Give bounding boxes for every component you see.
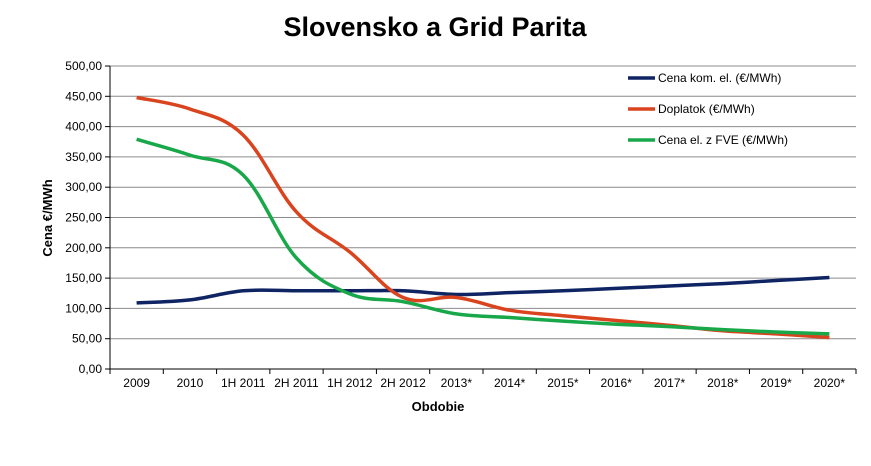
legend: Cena kom. el. (€/MWh) Doplatok (€/MWh) Cen…: [628, 71, 788, 147]
legend-label: Cena kom. el. (€/MWh): [658, 71, 781, 85]
x-tick-label: 2019*: [760, 376, 792, 390]
y-tick-label: 100,00: [65, 301, 102, 315]
series-line-1: [136, 275, 830, 305]
x-tick-label: 2017*: [654, 376, 686, 390]
x-tick-label: 2016*: [601, 376, 633, 390]
grid-lines: [110, 65, 856, 340]
x-tick-label: 1H 2011: [221, 376, 266, 390]
y-tick-label: 500,00: [65, 59, 102, 73]
series-lines: [136, 95, 830, 340]
x-axis-title: Obdobie: [412, 399, 465, 414]
x-tick-label: 1H 2012: [327, 376, 373, 390]
x-tick-label: 2H 2011: [274, 376, 319, 390]
legend-label: Cena el. z FVE (€/MWh): [658, 133, 788, 147]
y-tick-label: 200,00: [65, 241, 102, 255]
x-tick-label: 2018*: [707, 376, 739, 390]
x-tick-label: 2013*: [441, 376, 473, 390]
y-tick-label: 0,00: [79, 362, 103, 376]
x-tick-labels: 2009 2010 1H 2011 2H 2011 1H 2012 2H 2012 2013…: [123, 376, 845, 390]
x-tick-label: 2H 2012: [380, 376, 426, 390]
x-tick-label: 2010: [177, 376, 204, 390]
chart-title: Slovensko a Grid Parita: [283, 12, 587, 42]
x-tick-label: 2015*: [547, 376, 579, 390]
y-tick-label: 350,00: [65, 150, 102, 164]
y-tick-label: 300,00: [65, 180, 102, 194]
y-tick-label: 450,00: [65, 89, 102, 103]
y-tick-label: 250,00: [65, 211, 102, 225]
axes: [105, 65, 857, 374]
y-tick-label: 150,00: [65, 271, 102, 285]
x-tick-label: 2014*: [494, 376, 526, 390]
y-tick-label: 400,00: [65, 120, 102, 134]
x-tick-label: 2009: [123, 376, 150, 390]
series-line-3: [136, 137, 830, 336]
y-tick-labels: 0,00 50,00 100,00 150,00 200,00 250,00 300,00 3…: [65, 59, 102, 376]
y-tick-label: 50,00: [72, 332, 102, 346]
y-axis-title: Cena €/MWh: [40, 179, 55, 256]
x-tick-label: 2020*: [814, 376, 846, 390]
legend-label: Doplatok (€/MWh): [658, 102, 755, 116]
